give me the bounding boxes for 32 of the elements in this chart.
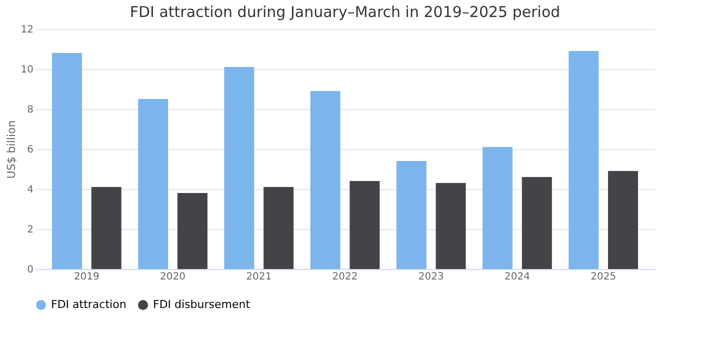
bar — [482, 147, 513, 269]
x-tick-label: 2022 — [332, 272, 358, 282]
bar — [436, 183, 466, 269]
chart-title: FDI attraction during January–March in 2019–2025 period — [130, 3, 560, 21]
y-tick-label: 10 — [20, 64, 34, 76]
x-tick-label: 2024 — [504, 272, 530, 282]
y-tick-label: 0 — [27, 264, 34, 276]
y-tick-label: 2 — [27, 224, 34, 236]
bar — [138, 99, 168, 269]
x-tick-label: 2019 — [74, 272, 100, 282]
x-tick-label: 2023 — [418, 272, 444, 282]
y-tick-label: 6 — [27, 144, 34, 156]
x-tick-label: 2021 — [246, 272, 272, 282]
y-axis-title: US$ billion — [4, 120, 18, 179]
y-tick-label: 12 — [20, 24, 34, 36]
bar — [568, 51, 599, 269]
bar — [52, 53, 82, 269]
bar — [177, 193, 208, 269]
bar — [608, 171, 638, 269]
bar — [91, 187, 122, 269]
bar — [396, 161, 426, 269]
legend-label: FDI disbursement — [153, 298, 251, 311]
legend-label: FDI attraction — [51, 298, 126, 311]
y-tick-label: 8 — [27, 104, 34, 116]
x-tick-label: 2025 — [590, 272, 616, 282]
bar — [264, 187, 294, 269]
bar — [522, 177, 552, 269]
y-tick-label: 4 — [27, 184, 34, 196]
bar — [310, 91, 340, 269]
bar — [224, 67, 254, 269]
x-tick-label: 2020 — [160, 272, 186, 282]
bar — [350, 181, 380, 269]
